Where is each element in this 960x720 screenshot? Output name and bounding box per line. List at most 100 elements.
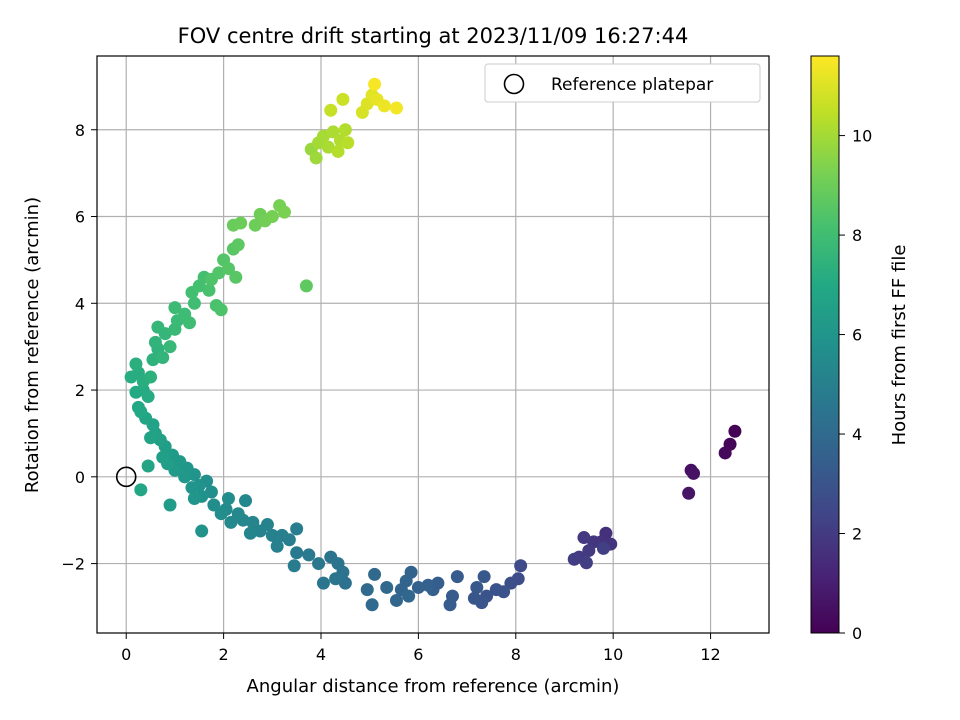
scatter-point [144, 370, 158, 384]
colorbar-tick-label: 0 [852, 624, 862, 643]
scatter-point [202, 283, 216, 297]
colorbar-tick-label: 2 [852, 525, 862, 544]
scatter-point [265, 528, 279, 542]
scatter-point [141, 459, 155, 473]
scatter-point [329, 572, 343, 586]
y-tick-label: 2 [75, 381, 85, 400]
scatter-point [212, 266, 226, 280]
scatter-point [224, 515, 238, 529]
scatter-point [326, 125, 340, 139]
scatter-point [582, 544, 596, 558]
scatter-point [368, 567, 382, 581]
colorbar-tick-label: 4 [852, 425, 862, 444]
scatter-point [231, 507, 245, 521]
scatter-point [207, 498, 221, 512]
scatter-point [389, 101, 403, 115]
scatter-point [156, 351, 170, 365]
scatter-point [377, 99, 391, 113]
scatter-point [514, 559, 528, 573]
x-axis-ticks: 0 2 4 6 8 10 12 [121, 633, 721, 664]
x-tick-label: 0 [121, 645, 131, 664]
scatter-point [421, 578, 435, 592]
scatter-point [477, 570, 491, 584]
chart-title: FOV centre drift starting at 2023/11/09 … [178, 24, 689, 48]
scatter-point [287, 559, 301, 573]
scatter-point [450, 570, 464, 584]
scatter-point [265, 210, 279, 224]
scatter-point [187, 492, 201, 506]
x-tick-label: 8 [511, 645, 521, 664]
scatter-point [321, 140, 335, 154]
y-tick-label: 0 [75, 468, 85, 487]
scatter-point [368, 77, 382, 91]
x-axis-label: Angular distance from reference (arcmin) [247, 676, 620, 697]
scatter-point [214, 303, 228, 317]
scatter-point [470, 580, 484, 594]
scatter-point [331, 144, 345, 158]
scatter-point [489, 583, 503, 597]
scatter-point [229, 270, 243, 284]
colorbar-label: Hours from first FF file [889, 245, 910, 446]
scatter-point [234, 216, 248, 230]
scatter-point [467, 591, 481, 605]
colorbar [810, 55, 840, 634]
scatter-point [221, 262, 235, 276]
scatter-point [231, 238, 245, 252]
scatter-point [316, 129, 330, 143]
scatter-point [163, 340, 177, 354]
scatter-point [718, 446, 732, 460]
scatter-point [178, 470, 192, 484]
scatter-point [134, 405, 148, 419]
scatter-point [156, 450, 170, 464]
scatter-point [316, 576, 330, 590]
scatter-point [239, 494, 253, 508]
scatter-point [504, 576, 518, 590]
scatter-point [243, 526, 257, 540]
x-tick-label: 6 [413, 645, 423, 664]
scatter-point [134, 483, 148, 497]
scatter-point [253, 524, 267, 538]
colorbar-tick-label: 10 [852, 127, 872, 146]
grid-lines [97, 56, 769, 633]
scatter-point [728, 424, 742, 438]
scatter-point [687, 466, 701, 480]
scatter-point [275, 528, 289, 542]
y-tick-label: 4 [75, 294, 85, 313]
plot-frame [96, 55, 770, 634]
x-tick-label: 4 [316, 645, 326, 664]
scatter-point [185, 481, 199, 495]
scatter-point [277, 205, 291, 219]
scatter-point [324, 103, 338, 117]
colorbar-ticks: 0 2 4 6 8 10 [839, 127, 872, 643]
scatter-point [380, 580, 394, 594]
scatter-point [360, 583, 374, 597]
scatter-points [124, 77, 742, 612]
scatter-point [577, 531, 591, 545]
scatter-point [129, 357, 143, 371]
scatter-point [336, 92, 350, 106]
y-axis-ticks: −2 0 2 4 6 8 [61, 121, 97, 574]
scatter-point [312, 557, 326, 571]
scatter-point [402, 589, 416, 603]
scatter-point [302, 548, 316, 562]
y-axis-label: Rotation from reference (arcmin) [22, 197, 43, 493]
scatter-point [187, 296, 201, 310]
legend-label: Reference platepar [551, 75, 713, 95]
scatter-point [309, 151, 323, 165]
legend-reference-marker [503, 73, 525, 95]
scatter-point [579, 556, 593, 570]
scatter-point [299, 279, 313, 293]
scatter-point [567, 552, 581, 566]
x-tick-label: 10 [603, 645, 623, 664]
scatter-point [214, 507, 228, 521]
legend: Reference platepar [484, 63, 761, 103]
scatter-point [682, 486, 696, 500]
scatter-point [338, 123, 352, 137]
scatter-point [151, 320, 165, 334]
scatter-point [389, 593, 403, 607]
scatter-point [290, 522, 304, 536]
scatter-point [141, 390, 155, 404]
scatter-point [183, 316, 197, 330]
y-tick-label: 8 [75, 121, 85, 140]
y-tick-label: 6 [75, 208, 85, 227]
